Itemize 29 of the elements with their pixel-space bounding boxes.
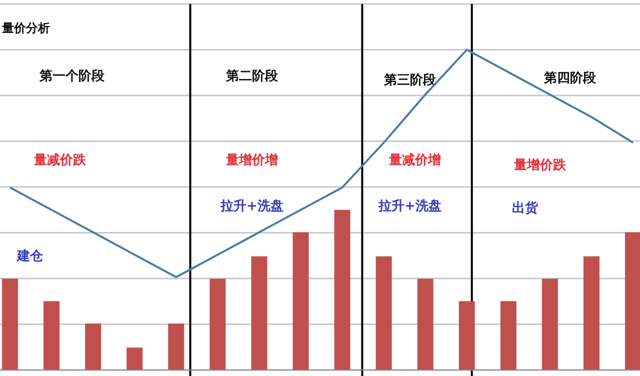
bar [126, 348, 143, 370]
bar [376, 256, 392, 370]
bar [251, 256, 268, 370]
bar [417, 278, 434, 370]
bar [458, 301, 475, 370]
bar [2, 278, 18, 370]
bar [500, 301, 516, 370]
annotation: 第四阶段 [543, 71, 597, 86]
annotation: 量增价增 [225, 153, 278, 168]
bar [85, 324, 102, 370]
bar [168, 324, 184, 370]
annotation: 量减价增 [388, 153, 441, 168]
bar [625, 232, 640, 370]
annotation: 拉升+洗盘 [378, 198, 442, 214]
bar [334, 210, 350, 370]
annotation: 第三阶段 [383, 73, 437, 88]
bar [44, 301, 60, 370]
annotation: 建仓 [16, 249, 44, 264]
bar [542, 278, 558, 370]
annotation: 第二阶段 [225, 69, 279, 84]
bar [583, 256, 600, 370]
annotation: 拉升+洗盘 [220, 198, 284, 214]
annotation: 量增价跌 [513, 158, 567, 173]
annotation: 量减价跌 [33, 153, 87, 168]
annotation: 第一个阶段 [38, 69, 106, 84]
bar [210, 278, 226, 370]
chart-title: 量价分析 [1, 21, 50, 35]
bar [292, 232, 309, 370]
annotation: 出货 [512, 200, 539, 216]
